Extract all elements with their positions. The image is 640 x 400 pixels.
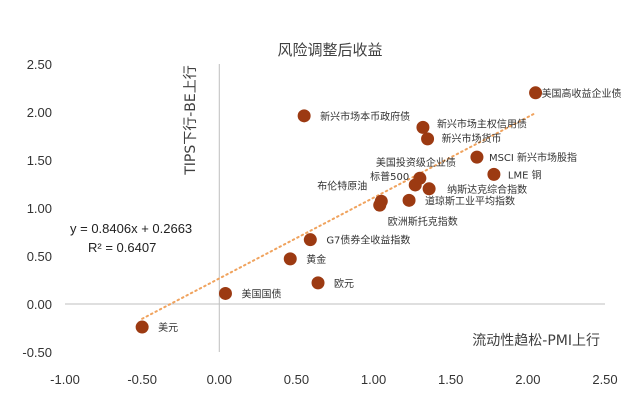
point-label: 美元 [158, 321, 178, 334]
point-label: 新兴市场本币政府债 [320, 110, 410, 123]
axes [65, 64, 605, 352]
data-point [297, 109, 311, 123]
point-label: 道琼斯工业平均指数 [425, 194, 515, 207]
x-tick-label: -1.00 [50, 372, 80, 387]
data-point [421, 132, 435, 146]
x-tick-label: 1.00 [361, 372, 386, 387]
point-label: 新兴市场货币 [442, 132, 502, 145]
x-tick-label: 0.00 [207, 372, 232, 387]
data-point [311, 276, 325, 290]
trendline [141, 112, 537, 320]
data-point [529, 86, 543, 100]
point-label: 美国投资级企业债 [376, 156, 456, 169]
point-label: 欧洲斯托克指数 [388, 215, 458, 228]
x-tick-labels: -1.00 -0.50 0.00 0.50 1.00 1.50 2.00 2.50 [50, 372, 617, 387]
data-point [373, 198, 387, 212]
data-point [303, 233, 317, 247]
data-point [416, 120, 430, 134]
x-tick-label: 2.00 [515, 372, 540, 387]
y-tick-label: 1.00 [27, 201, 52, 216]
trendline-equation: y = 0.8406x + 0.2663 [70, 221, 192, 236]
chart-title: 风险调整后收益 [277, 41, 382, 59]
data-point [135, 320, 149, 334]
data-point [218, 286, 232, 300]
point-label: 新兴市场主权信用债 [437, 117, 527, 130]
y-tick-label: 0.00 [27, 297, 52, 312]
point-label: 标普500 [370, 170, 409, 183]
data-point [408, 178, 422, 192]
point-label: 美国国债 [241, 287, 281, 300]
point-label: LME 铜 [508, 169, 542, 181]
y-tick-label: 0.50 [27, 249, 52, 264]
point-label: 布伦特原油 [317, 179, 367, 192]
data-points [135, 86, 543, 334]
point-label: 欧元 [334, 278, 354, 290]
x-tick-label: 1.50 [438, 372, 463, 387]
data-point [422, 182, 436, 196]
x-tick-label: 2.50 [592, 372, 617, 387]
point-label: MSCI 新兴市场股指 [489, 151, 577, 164]
data-point [470, 150, 484, 164]
y-tick-label: 2.50 [27, 57, 52, 72]
point-label: 黄金 [306, 253, 326, 266]
x-axis-title: 流动性趋松-PMI上行 [472, 333, 600, 349]
data-point [487, 167, 501, 181]
x-tick-label: -0.50 [127, 372, 157, 387]
y-tick-label: 1.50 [27, 153, 52, 168]
point-label: G7债券全收益指数 [326, 234, 410, 247]
point-label: 纳斯达克综合指数 [447, 183, 527, 196]
y-tick-label: -0.50 [22, 345, 52, 360]
data-point [402, 193, 416, 207]
x-tick-label: 0.50 [284, 372, 309, 387]
y-tick-label: 2.00 [27, 105, 52, 120]
data-point [283, 252, 297, 266]
y-axis-title: TIPS下行-BE上行 [183, 65, 199, 176]
trendline-group [141, 112, 537, 320]
y-tick-labels: 2.50 2.00 1.50 1.00 0.50 0.00 -0.50 [22, 57, 52, 360]
r-squared-label: R² = 0.6407 [88, 240, 156, 255]
point-label: 美国高收益企业债 [542, 87, 622, 100]
